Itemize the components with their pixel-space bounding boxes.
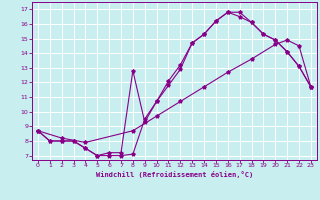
X-axis label: Windchill (Refroidissement éolien,°C): Windchill (Refroidissement éolien,°C) <box>96 171 253 178</box>
